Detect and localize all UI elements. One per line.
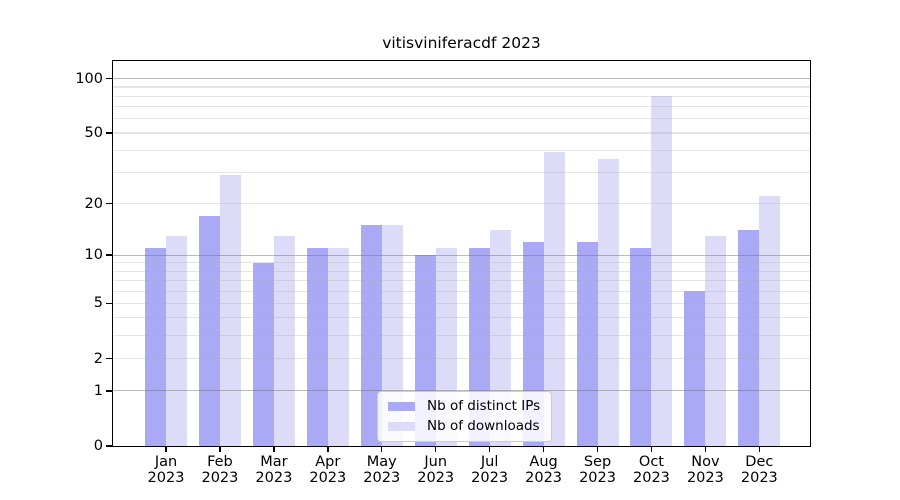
y-tick-label-5: 5: [93, 295, 103, 312]
legend-swatch-downloads: [388, 421, 415, 431]
x-tick-label-nov-2023: Nov 2023: [686, 454, 724, 486]
y-tick-0: [106, 445, 112, 447]
y-tick-1: [106, 390, 112, 392]
gridline-minor-60: [113, 118, 810, 120]
bar-nb-of-downloads-nov-2023: [705, 235, 727, 446]
gridline-minor-3: [113, 335, 810, 337]
legend: Nb of distinct IPs Nb of downloads: [377, 391, 553, 442]
y-tick-2: [106, 357, 112, 360]
y-tick-label-10: 10: [84, 247, 103, 264]
legend-item-downloads: Nb of downloads: [388, 418, 540, 434]
x-tick-feb-2023: [219, 446, 221, 452]
gridline-minor-4: [113, 317, 810, 319]
x-tick-nov-2023: [704, 446, 707, 452]
x-tick-label-apr-2023: Apr 2023: [309, 454, 347, 486]
chart-title: vitisviniferacdf 2023: [382, 34, 541, 52]
x-tick-jul-2023: [488, 446, 491, 452]
gridline-minor-80: [113, 95, 810, 97]
legend-item-distinct-ips: Nb of distinct IPs: [388, 398, 540, 414]
legend-label-distinct-ips: Nb of distinct IPs: [427, 398, 541, 414]
y-tick-50: [106, 132, 112, 134]
y-tick-label-50: 50: [84, 125, 103, 142]
plot-area: Nb of distinct IPs Nb of downloads 0 1 2 5 1…: [75, 60, 811, 485]
bar-nb-of-distinct-ips-may-2023: [360, 225, 382, 446]
bar-nb-of-downloads-apr-2023: [327, 248, 349, 446]
y-tick-label-2: 2: [93, 350, 103, 367]
bar-nb-of-distinct-ips-mar-2023: [252, 262, 274, 446]
legend-label-downloads: Nb of downloads: [427, 418, 540, 434]
x-tick-label-jul-2023: Jul 2023: [471, 454, 509, 486]
gridline-minor-6: [113, 290, 810, 292]
gridline-minor-7: [113, 279, 810, 282]
x-tick-label-jun-2023: Jun 2023: [417, 454, 455, 486]
gridline-major-100: [113, 78, 810, 80]
y-tick-10: [106, 254, 112, 256]
y-tick-label-1: 1: [93, 382, 103, 399]
x-tick-label-oct-2023: Oct 2023: [633, 454, 670, 486]
bar-nb-of-downloads-feb-2023: [219, 175, 241, 446]
x-tick-jan-2023: [165, 446, 167, 452]
x-tick-may-2023: [381, 446, 383, 452]
bar-nb-of-distinct-ips-jan-2023: [145, 248, 166, 446]
bar-nb-of-downloads-dec-2023: [759, 196, 781, 446]
gridline-minor-90: [113, 86, 810, 88]
bar-nb-of-distinct-ips-apr-2023: [306, 248, 328, 446]
y-tick-5: [106, 302, 112, 305]
gridline-minor-2: [113, 357, 810, 360]
y-tick-label-100: 100: [75, 70, 103, 87]
gridline-minor-30: [113, 172, 810, 174]
bar-nb-of-distinct-ips-oct-2023: [630, 248, 652, 446]
gridline-minor-9: [113, 262, 810, 264]
bar-nb-of-downloads-may-2023: [381, 225, 403, 446]
x-tick-apr-2023: [327, 446, 329, 452]
gridline-minor-50: [113, 132, 810, 134]
x-tick-label-may-2023: May 2023: [363, 454, 401, 486]
x-tick-label-mar-2023: Mar 2023: [255, 454, 293, 486]
bar-nb-of-distinct-ips-nov-2023: [684, 291, 706, 446]
y-tick-20: [106, 202, 112, 205]
gridline-minor-40: [113, 149, 810, 152]
x-tick-label-dec-2023: Dec 2023: [740, 454, 778, 486]
x-tick-label-sep-2023: Sep 2023: [579, 454, 616, 486]
x-tick-dec-2023: [758, 446, 761, 452]
bar-nb-of-downloads-aug-2023: [543, 152, 565, 446]
gridline-major-10: [113, 254, 810, 256]
gridline-minor-20: [113, 203, 810, 205]
y-tick-100: [106, 77, 112, 80]
gridline-major-1: [113, 390, 810, 392]
bar-nb-of-downloads-jan-2023: [166, 235, 187, 446]
y-tick-label-20: 20: [84, 195, 103, 212]
gridline-minor-8: [113, 270, 810, 272]
bar-nb-of-downloads-mar-2023: [273, 235, 295, 446]
bar-nb-of-downloads-oct-2023: [651, 96, 673, 446]
x-tick-label-jan-2023: Jan 2023: [147, 454, 185, 486]
x-tick-label-aug-2023: Aug 2023: [525, 454, 563, 486]
gridline-minor-70: [113, 106, 810, 108]
x-tick-mar-2023: [273, 446, 275, 452]
legend-swatch-distinct-ips: [388, 401, 415, 411]
x-tick-aug-2023: [542, 446, 545, 452]
bar-nb-of-distinct-ips-dec-2023: [738, 230, 760, 446]
gridline-minor-5: [113, 302, 810, 304]
bar-nb-of-distinct-ips-sep-2023: [576, 241, 598, 446]
x-tick-jun-2023: [435, 446, 437, 452]
bar-nb-of-downloads-sep-2023: [597, 158, 619, 446]
x-tick-label-feb-2023: Feb 2023: [201, 454, 239, 486]
x-tick-sep-2023: [596, 446, 599, 452]
y-tick-label-0: 0: [93, 438, 103, 454]
bar-nb-of-distinct-ips-feb-2023: [198, 215, 220, 446]
x-tick-oct-2023: [650, 446, 653, 452]
